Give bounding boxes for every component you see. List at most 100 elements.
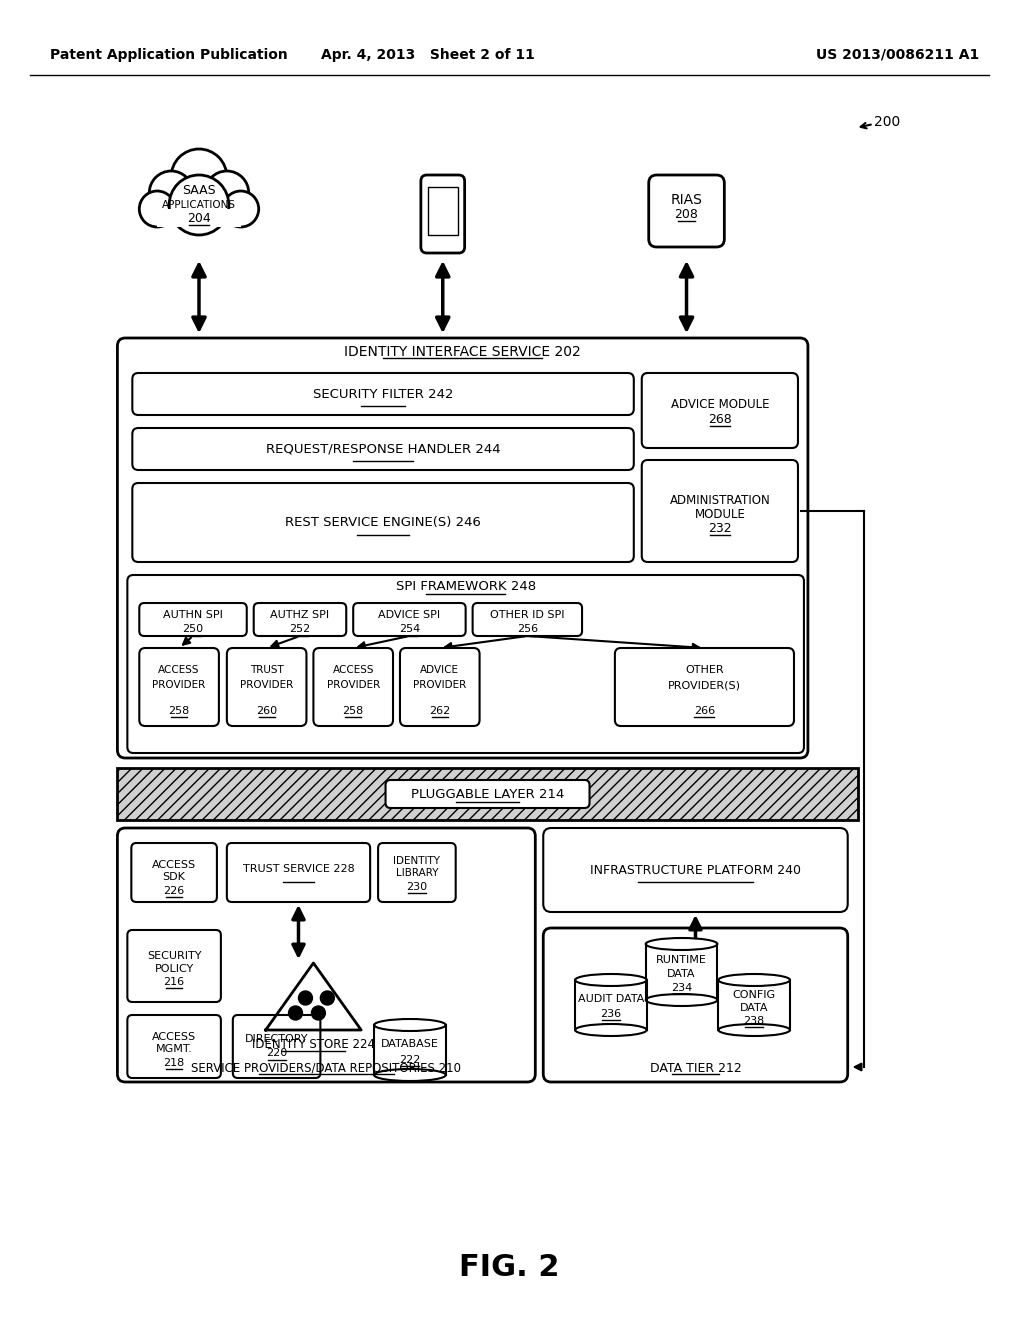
Ellipse shape (575, 974, 647, 986)
Text: PROVIDER: PROVIDER (327, 680, 380, 690)
Text: IDENTITY STORE 224: IDENTITY STORE 224 (252, 1039, 375, 1052)
Circle shape (169, 176, 228, 235)
Bar (719, 979, 790, 1030)
FancyBboxPatch shape (313, 648, 393, 726)
FancyBboxPatch shape (232, 1015, 321, 1078)
Text: 252: 252 (290, 624, 310, 635)
Text: SDK: SDK (163, 873, 185, 883)
Text: TRUST SERVICE 228: TRUST SERVICE 228 (243, 865, 354, 874)
Text: PROVIDER(S): PROVIDER(S) (668, 680, 741, 690)
FancyBboxPatch shape (254, 603, 346, 636)
Text: FIG. 2: FIG. 2 (459, 1254, 560, 1283)
Text: ACCESS: ACCESS (152, 859, 197, 870)
FancyBboxPatch shape (118, 338, 808, 758)
Ellipse shape (719, 974, 790, 986)
Text: MODULE: MODULE (694, 508, 745, 521)
FancyBboxPatch shape (473, 603, 582, 636)
Text: 254: 254 (398, 624, 420, 635)
Text: US 2013/0086211 A1: US 2013/0086211 A1 (816, 48, 979, 62)
Text: 258: 258 (169, 706, 189, 715)
Circle shape (205, 172, 249, 215)
Text: SECURITY: SECURITY (146, 950, 202, 961)
FancyBboxPatch shape (118, 828, 536, 1082)
Text: ACCESS: ACCESS (159, 665, 200, 675)
Text: OTHER ID SPI: OTHER ID SPI (490, 610, 564, 620)
Text: 222: 222 (399, 1055, 421, 1065)
Text: SERVICE PROVIDERS/DATA REPOSITORIES 210: SERVICE PROVIDERS/DATA REPOSITORIES 210 (191, 1061, 462, 1074)
Polygon shape (158, 209, 241, 227)
Ellipse shape (646, 994, 718, 1006)
Text: PROVIDER: PROVIDER (240, 680, 293, 690)
Text: AUDIT DATA: AUDIT DATA (578, 994, 644, 1005)
FancyBboxPatch shape (353, 603, 466, 636)
FancyBboxPatch shape (132, 374, 634, 414)
FancyBboxPatch shape (544, 828, 848, 912)
FancyBboxPatch shape (614, 648, 794, 726)
FancyBboxPatch shape (649, 176, 724, 247)
Text: PLUGGABLE LAYER 214: PLUGGABLE LAYER 214 (411, 788, 564, 800)
Text: APPLICATIONS: APPLICATIONS (162, 201, 236, 210)
Text: 262: 262 (429, 706, 451, 715)
Text: LIBRARY: LIBRARY (395, 869, 438, 879)
Text: 258: 258 (343, 706, 364, 715)
Polygon shape (265, 964, 361, 1030)
FancyBboxPatch shape (127, 576, 804, 752)
Text: ACCESS: ACCESS (333, 665, 374, 675)
Text: 234: 234 (671, 983, 692, 993)
FancyBboxPatch shape (642, 459, 798, 562)
Bar (575, 979, 647, 1030)
Text: 232: 232 (708, 523, 732, 536)
FancyBboxPatch shape (386, 780, 590, 808)
FancyBboxPatch shape (227, 648, 306, 726)
Text: AUTHN SPI: AUTHN SPI (163, 610, 223, 620)
Text: ACCESS: ACCESS (152, 1031, 197, 1041)
FancyBboxPatch shape (127, 1015, 221, 1078)
Text: RIAS: RIAS (671, 193, 702, 207)
Polygon shape (719, 979, 790, 1030)
Text: ADMINISTRATION: ADMINISTRATION (670, 495, 770, 507)
Text: ADVICE MODULE: ADVICE MODULE (671, 399, 769, 411)
Text: 266: 266 (694, 706, 715, 715)
Bar (118, 768, 858, 820)
Text: 236: 236 (600, 1008, 622, 1019)
Text: PROVIDER: PROVIDER (413, 680, 466, 690)
Text: 250: 250 (182, 624, 204, 635)
Ellipse shape (719, 1024, 790, 1036)
Circle shape (223, 191, 259, 227)
Text: OTHER: OTHER (685, 665, 724, 675)
Polygon shape (575, 979, 647, 1030)
Circle shape (311, 1006, 326, 1020)
Text: IDENTITY: IDENTITY (393, 855, 440, 866)
Text: MGMT.: MGMT. (156, 1044, 193, 1055)
Text: 216: 216 (164, 977, 184, 987)
Text: 204: 204 (187, 213, 211, 226)
Bar (374, 1026, 445, 1074)
FancyBboxPatch shape (227, 843, 370, 902)
Text: Patent Application Publication: Patent Application Publication (50, 48, 288, 62)
FancyBboxPatch shape (378, 843, 456, 902)
Text: TRUST: TRUST (250, 665, 284, 675)
FancyBboxPatch shape (421, 176, 465, 253)
Text: DIRECTORY: DIRECTORY (245, 1034, 308, 1044)
Text: 200: 200 (873, 115, 900, 129)
Circle shape (139, 191, 175, 227)
Text: 260: 260 (256, 706, 278, 715)
Text: IDENTITY INTERFACE SERVICE 202: IDENTITY INTERFACE SERVICE 202 (344, 345, 581, 359)
Text: POLICY: POLICY (155, 964, 194, 974)
Text: Apr. 4, 2013   Sheet 2 of 11: Apr. 4, 2013 Sheet 2 of 11 (321, 48, 535, 62)
Text: AUTHZ SPI: AUTHZ SPI (270, 610, 330, 620)
Text: ADVICE: ADVICE (420, 665, 460, 675)
Text: DATA: DATA (740, 1003, 768, 1012)
Ellipse shape (374, 1069, 445, 1081)
FancyBboxPatch shape (642, 374, 798, 447)
FancyBboxPatch shape (139, 603, 247, 636)
Text: RUNTIME: RUNTIME (656, 954, 707, 965)
Text: 226: 226 (164, 886, 184, 895)
Bar (646, 944, 718, 1001)
Text: DATA: DATA (668, 969, 695, 979)
Text: CONFIG: CONFIG (732, 990, 776, 1001)
Ellipse shape (374, 1019, 445, 1031)
Text: REQUEST/RESPONSE HANDLER 244: REQUEST/RESPONSE HANDLER 244 (266, 442, 501, 455)
Text: SAAS: SAAS (182, 185, 216, 198)
FancyBboxPatch shape (400, 648, 479, 726)
